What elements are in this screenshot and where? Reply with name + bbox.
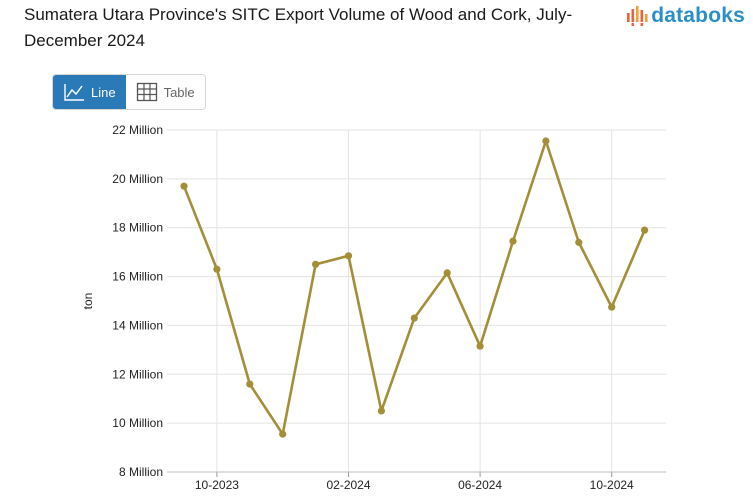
table-view-button[interactable]: Table <box>125 75 205 109</box>
y-tick-label: 18 Million <box>112 221 163 235</box>
data-point[interactable] <box>377 407 385 415</box>
data-point[interactable] <box>213 265 221 273</box>
data-point[interactable] <box>476 342 484 350</box>
line-chart-icon <box>64 84 84 101</box>
x-tick-label: 02-2024 <box>326 478 370 492</box>
brand-name: databoks <box>651 4 745 27</box>
data-point[interactable] <box>443 269 451 277</box>
data-point[interactable] <box>312 260 320 268</box>
y-tick-label: 10 Million <box>112 416 163 430</box>
chart-axes: 8 Million 10 Million 12 Million 14 Million 1… <box>81 123 666 492</box>
chart-series <box>180 137 649 438</box>
y-tick-label: 22 Million <box>112 123 163 137</box>
data-point[interactable] <box>344 252 353 260</box>
y-axis-title: ton <box>81 293 95 310</box>
line-view-label: Line <box>91 84 116 100</box>
data-point[interactable] <box>608 303 616 311</box>
y-tick-label: 20 Million <box>112 172 163 186</box>
table-view-label: Table <box>163 84 195 100</box>
table-grid-icon <box>136 82 157 102</box>
line-view-button[interactable]: Line <box>53 75 126 109</box>
series-line <box>182 139 646 436</box>
x-tick-label: 10-2023 <box>195 478 239 492</box>
data-point[interactable] <box>180 182 188 190</box>
data-point[interactable] <box>410 314 418 322</box>
y-tick-label: 14 Million <box>112 318 163 332</box>
data-point[interactable] <box>575 238 583 246</box>
data-point[interactable] <box>279 430 287 438</box>
view-toggle: Line Table <box>52 74 206 110</box>
data-point[interactable] <box>509 237 517 245</box>
databoks-logo[interactable]: databoks <box>626 4 745 28</box>
data-point[interactable] <box>246 380 254 388</box>
x-tick-label: 06-2024 <box>458 478 502 492</box>
y-tick-label: 12 Million <box>112 367 163 381</box>
x-tick-label: 10-2024 <box>590 478 634 492</box>
bars-logo-icon <box>627 6 648 26</box>
y-tick-label: 16 Million <box>112 270 163 284</box>
data-point[interactable] <box>641 226 649 234</box>
chart-title: Sumatera Utara Province's SITC Export Vo… <box>24 5 573 50</box>
data-point[interactable] <box>542 137 550 145</box>
y-tick-label: 8 Million <box>119 465 163 479</box>
chart-grid <box>167 129 666 473</box>
